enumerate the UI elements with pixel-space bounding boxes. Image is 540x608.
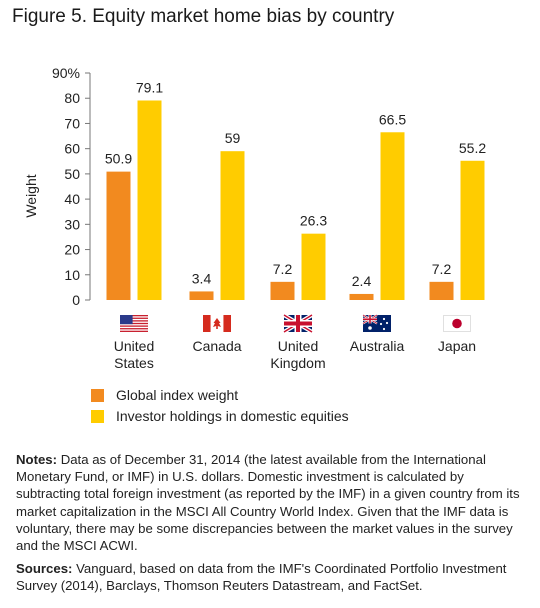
sources-label: Sources: <box>16 561 73 577</box>
x-tick-label: Canada <box>192 338 241 354</box>
sources-paragraph: Sources: Vanguard, based on data from th… <box>16 560 521 594</box>
x-tick-label: United <box>114 338 154 354</box>
bar-value-label: 66.5 <box>379 111 406 127</box>
bar <box>380 132 405 300</box>
notes-label: Notes: <box>16 452 58 467</box>
japan-flag-icon <box>443 315 471 332</box>
legend-swatch <box>91 410 104 423</box>
y-tick-label: 60 <box>64 141 80 157</box>
bar-value-label: 79.1 <box>136 79 163 95</box>
bar <box>137 100 162 301</box>
bar-value-label: 55.2 <box>459 140 486 156</box>
y-axis: 0 10 20 30 40 50 60 70 80 90% <box>52 65 91 308</box>
australia-flag-icon <box>362 314 391 332</box>
y-tick-label: 20 <box>64 242 80 258</box>
figure-title: Figure 5. Equity market home bias by cou… <box>12 6 395 27</box>
bar-value-label: 50.9 <box>105 151 132 167</box>
bar-value-label: 7.2 <box>273 261 293 277</box>
x-tick-label: Kingdom <box>270 355 325 371</box>
y-tick-label: 40 <box>64 191 80 207</box>
us-flag-icon <box>120 315 148 332</box>
legend-swatch <box>91 389 104 402</box>
x-tick-label: States <box>114 355 154 371</box>
uk-flag-icon <box>282 313 314 334</box>
bars: 50.9 3.4 7.2 2.4 7.2 79.1 59 26.3 66.5 55.2 <box>105 79 486 301</box>
notes-text: Data as of December 31, 2014 (the latest… <box>16 452 520 554</box>
y-tick-label: 30 <box>64 216 80 232</box>
y-tick-label: 90% <box>52 65 80 81</box>
bar <box>270 281 295 300</box>
y-tick-label: 10 <box>64 267 80 283</box>
bar <box>460 160 485 300</box>
bar-value-label: 59 <box>225 130 241 146</box>
bar <box>429 281 454 300</box>
bar-chart: Weight 0 10 20 30 40 50 60 70 80 90% 50.9 3.4 7.2 2.… <box>23 65 486 424</box>
x-tick-label: Australia <box>350 338 405 354</box>
bar <box>301 233 326 300</box>
bar <box>349 293 374 300</box>
bar-value-label: 7.2 <box>432 261 452 277</box>
bar-value-label: 2.4 <box>352 273 372 289</box>
canada-flag-icon <box>203 315 231 332</box>
legend-label: Global index weight <box>116 387 238 403</box>
y-axis-label: Weight <box>23 174 39 217</box>
y-tick-label: 0 <box>72 292 80 308</box>
bar-value-label: 3.4 <box>192 270 212 286</box>
notes-paragraph: Notes: Data as of December 31, 2014 (the… <box>16 451 521 554</box>
bar <box>220 151 245 300</box>
legend: Global index weight Investor holdings in … <box>91 387 349 424</box>
bar-value-label: 26.3 <box>300 213 327 229</box>
y-tick-label: 70 <box>64 115 80 131</box>
y-tick-label: 50 <box>64 166 80 182</box>
notes-section: Notes: Data as of December 31, 2014 (the… <box>16 451 521 601</box>
sources-text: Vanguard, based on data from the IMF's C… <box>16 561 507 594</box>
legend-label: Investor holdings in domestic equities <box>116 408 349 424</box>
bar <box>189 291 214 300</box>
x-tick-label: Japan <box>438 338 476 354</box>
bar <box>106 171 131 300</box>
y-tick-label: 80 <box>64 90 80 106</box>
x-tick-label: United <box>278 338 318 354</box>
